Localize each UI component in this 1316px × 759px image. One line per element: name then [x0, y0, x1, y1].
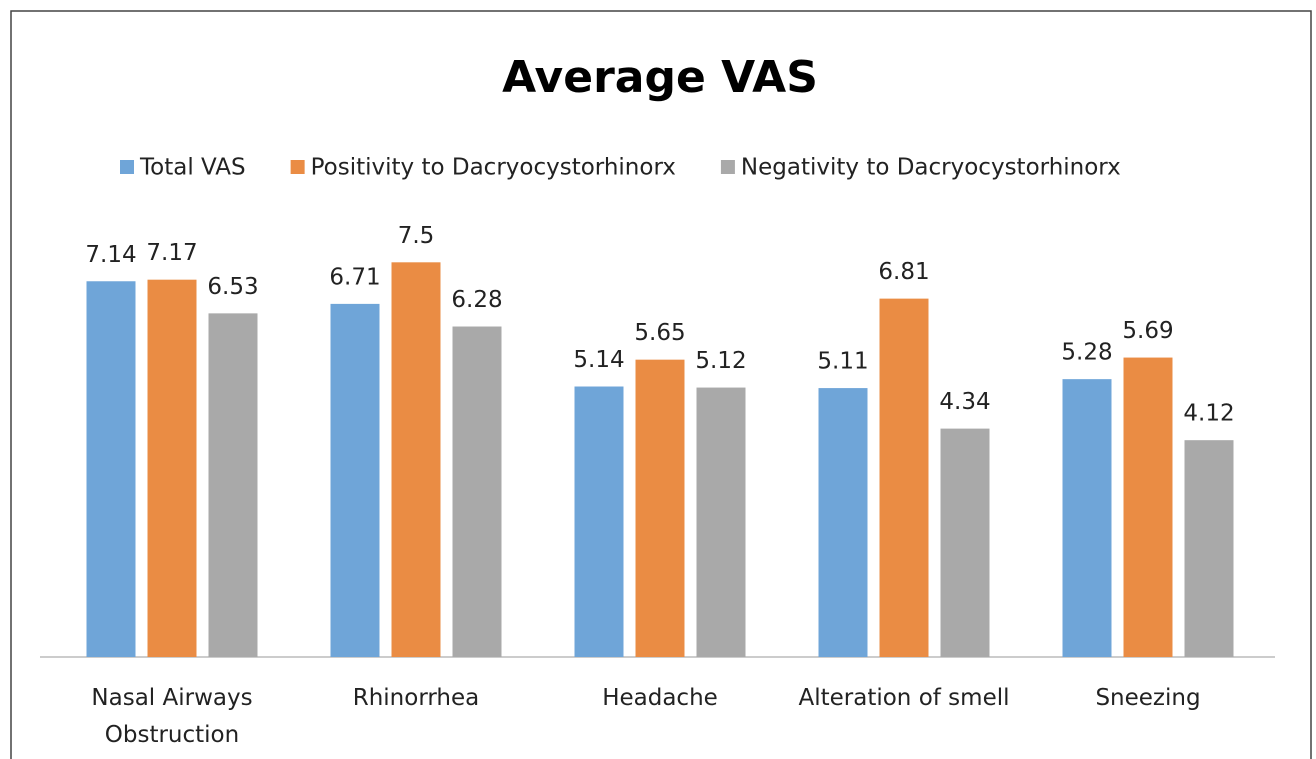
data-label: 6.71 — [329, 264, 380, 290]
legend-swatch — [290, 160, 305, 174]
bar — [696, 387, 746, 657]
bar — [940, 428, 990, 657]
bar — [147, 279, 197, 657]
bar — [330, 303, 380, 657]
legend-swatch — [120, 160, 134, 174]
data-label: 5.14 — [573, 347, 624, 373]
data-label: 7.5 — [398, 223, 435, 249]
bar — [574, 386, 624, 657]
legend-label: Negativity to Dacryocystorhinorx — [741, 155, 1121, 181]
bar — [86, 281, 136, 657]
x-tick-label: Alteration of smell — [798, 685, 1010, 711]
data-label: 5.11 — [817, 349, 868, 375]
data-label: 5.12 — [695, 348, 746, 374]
bar — [452, 326, 502, 657]
data-label: 5.65 — [634, 320, 685, 346]
bar — [879, 298, 929, 657]
data-label: 4.12 — [1183, 401, 1234, 427]
chart-frame — [10, 10, 1312, 759]
x-tick-label: Headache — [602, 685, 718, 711]
data-label: 6.28 — [451, 287, 502, 313]
legend-label: Total VAS — [139, 155, 246, 181]
data-label: 6.81 — [878, 259, 929, 285]
data-label: 7.14 — [85, 242, 136, 268]
bar — [635, 359, 685, 657]
x-tick-label: Rhinorrhea — [352, 685, 480, 711]
data-label: 4.34 — [939, 389, 990, 415]
chart-title: Average VAS — [502, 52, 818, 103]
x-tick-label: Sneezing — [1095, 685, 1201, 711]
data-label: 5.69 — [1122, 318, 1173, 344]
bar — [818, 388, 868, 657]
legend-swatch — [720, 160, 735, 174]
data-label: 6.53 — [207, 274, 258, 300]
bar — [1184, 440, 1234, 657]
bar — [1062, 379, 1112, 657]
bar — [1123, 357, 1173, 657]
data-label: 7.17 — [146, 240, 197, 266]
data-label: 5.28 — [1061, 340, 1112, 366]
x-tick-label: Nasal Airways Obstruction — [91, 685, 253, 748]
legend-label: Positivity to Dacryocystorhinorx — [311, 155, 676, 181]
bar — [208, 313, 258, 657]
bar — [391, 262, 441, 657]
